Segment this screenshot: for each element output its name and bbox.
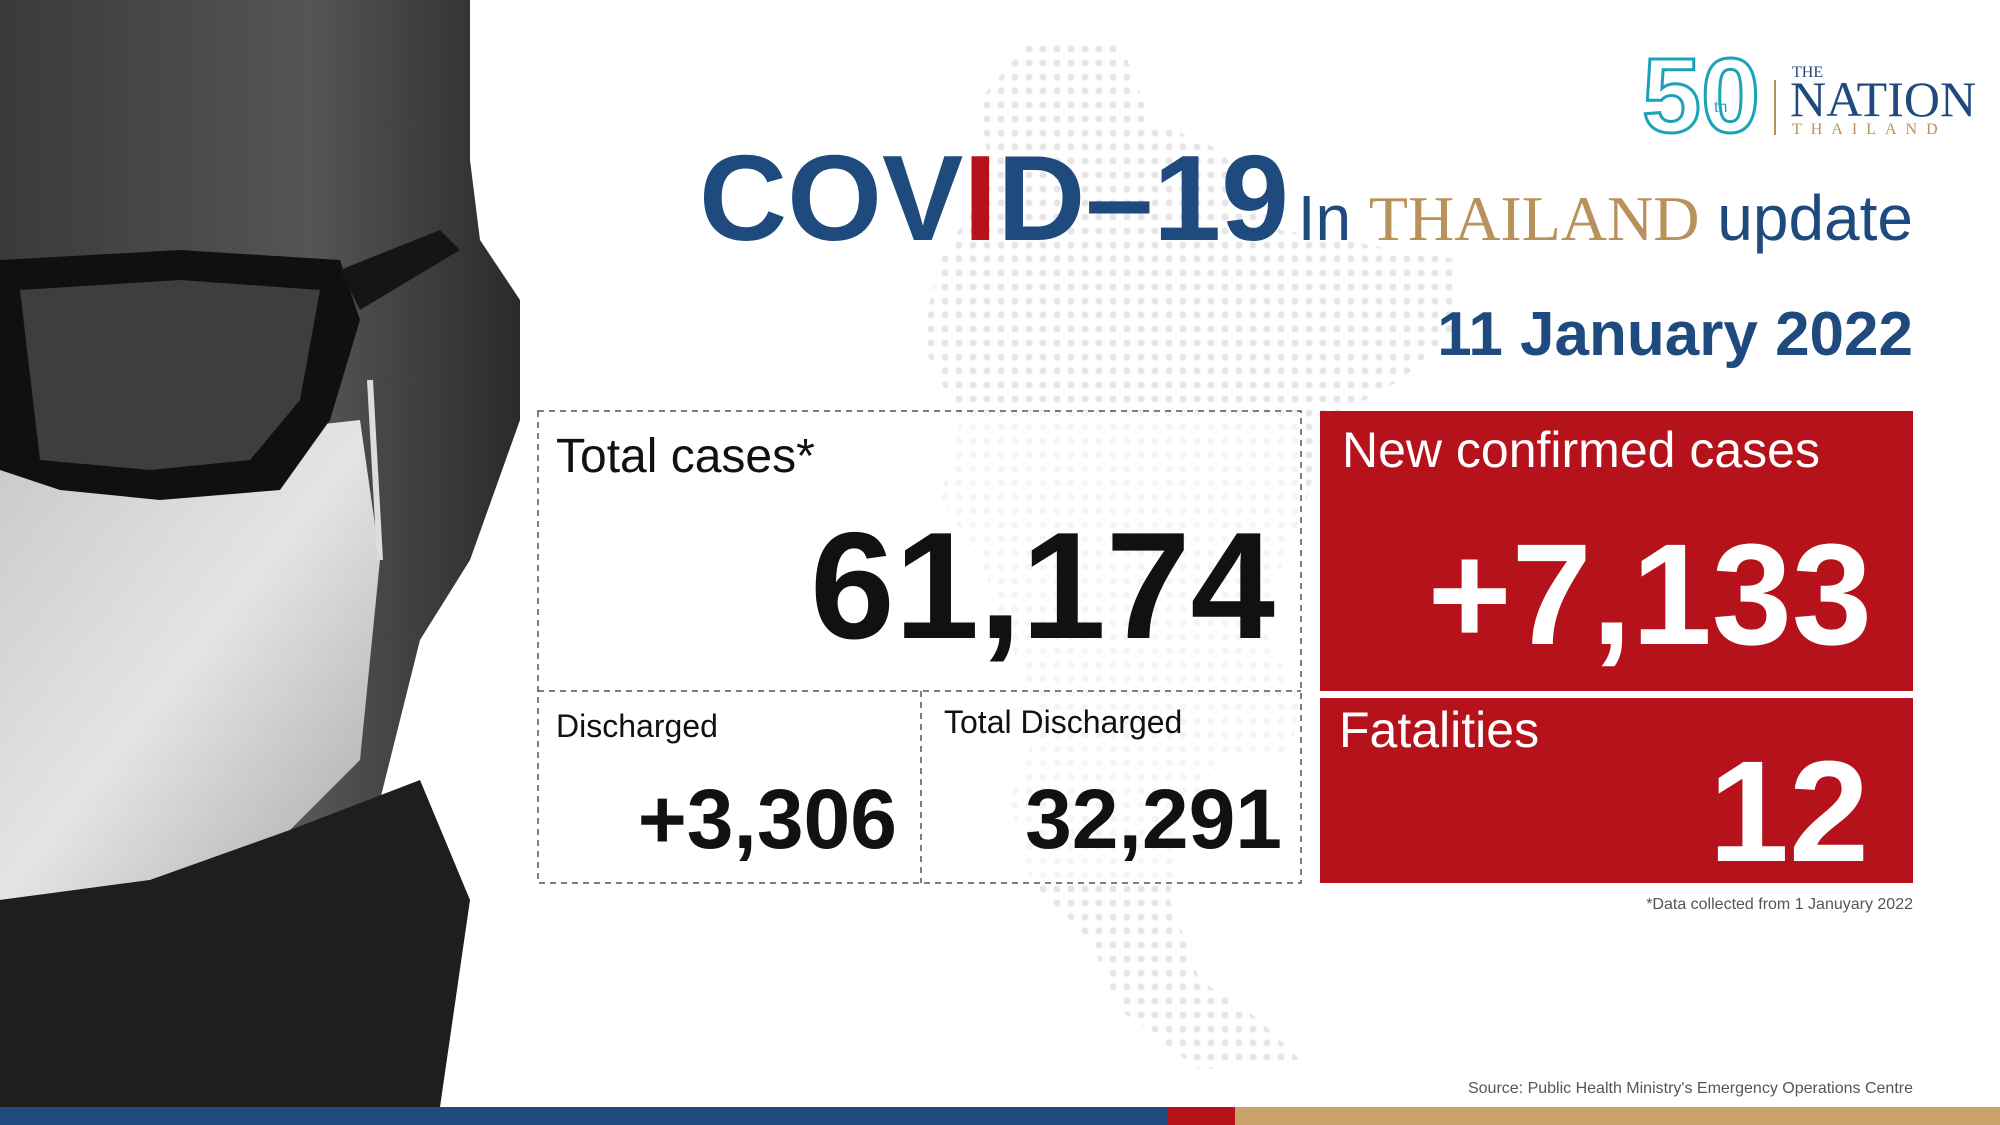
brand: NATION xyxy=(1790,71,1976,127)
logo-suffix: th xyxy=(1714,99,1727,116)
stat-value: +7,133 xyxy=(1428,514,1872,675)
subtitle: In THAILAND update xyxy=(1298,182,1913,254)
brand-top: THE xyxy=(1792,64,1823,81)
footnote: *Data collected from 1 Januyary 2022 xyxy=(1646,896,1913,913)
stat-label: New confirmed cases xyxy=(1342,422,1820,478)
stat-label: Fatalities xyxy=(1339,702,1539,758)
source: Source: Public Health Ministry's Emergen… xyxy=(1468,1080,1913,1097)
date: 11 January 2022 xyxy=(1437,300,1913,369)
subtitle-update: update xyxy=(1717,182,1913,254)
title-part: D–19 xyxy=(997,130,1289,266)
subtitle-country: THAILAND xyxy=(1369,183,1700,254)
bottom-bar xyxy=(1235,1107,2000,1125)
stat-value: +3,306 xyxy=(638,772,897,866)
red-panel xyxy=(1320,698,1913,883)
logo-number: 50 xyxy=(1642,37,1760,155)
subtitle-in: In xyxy=(1298,182,1351,254)
dashed-frame xyxy=(537,410,1302,884)
bottom-bar xyxy=(1167,1107,1235,1125)
stat-value: 61,174 xyxy=(810,501,1275,671)
stat-value: 32,291 xyxy=(1025,772,1282,866)
brand-sub: THAILAND xyxy=(1792,121,1947,138)
logo: 50 th THE NATION THAILAND xyxy=(1641,36,1977,157)
title: COVID–19 xyxy=(699,130,1289,266)
title-part: I xyxy=(963,130,997,266)
stat-label: Total cases* xyxy=(556,430,815,483)
title-part: COV xyxy=(699,130,963,266)
stat-label: Discharged xyxy=(556,708,718,744)
bottom-bar xyxy=(0,1107,1167,1125)
red-panel xyxy=(1320,411,1913,691)
stat-value: 12 xyxy=(1709,731,1869,892)
person-illustration xyxy=(0,0,520,1107)
stat-label: Total Discharged xyxy=(944,704,1182,740)
